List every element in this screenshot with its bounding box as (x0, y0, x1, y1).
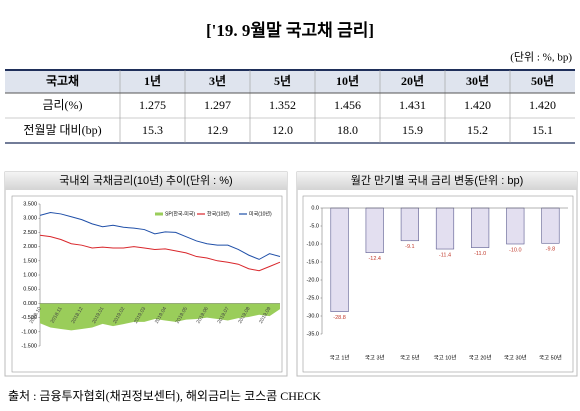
y-tick-label: -1.500 (21, 343, 37, 349)
y-tick-label: -30.0 (306, 313, 319, 319)
x-tick-label: 국고 10년 (434, 353, 457, 361)
x-tick-label: 국고 50년 (539, 353, 562, 361)
value-label: -11.4 (439, 252, 451, 258)
y-tick-label: 0.0 (311, 205, 319, 211)
y-tick-label: 3.000 (23, 216, 37, 222)
table-cell: 금리(%) (42, 98, 82, 112)
series-line (39, 234, 281, 272)
left-chart-title: 국내외 국채금리(10년) 추이(단위 : %) (59, 174, 232, 187)
value-label: -11.0 (474, 251, 486, 257)
left-panel-header (5, 172, 287, 190)
y-tick-label: -25.0 (306, 295, 319, 301)
table-cell: 1.420 (464, 98, 491, 112)
y-tick-label: 0.000 (23, 301, 37, 307)
spread-area (40, 303, 280, 331)
y-tick-label: -10.0 (306, 241, 319, 247)
y-tick-label: 1.000 (23, 272, 37, 278)
table-cell: 전월말 대비(bp) (23, 123, 101, 137)
source: 출처 : 금융투자협회(채권정보센터), 해외금리는 코스콤 CHECK (8, 389, 321, 403)
x-tick-label: 국고 30년 (504, 353, 527, 361)
right-panel-header (297, 172, 577, 190)
table-cell: 15.1 (532, 123, 553, 137)
bar (435, 207, 455, 250)
table-cell: 15.3 (142, 123, 163, 137)
bar (506, 207, 525, 245)
bar (330, 207, 349, 312)
legend-label: 한국(10년) (207, 210, 230, 217)
bar (471, 207, 490, 248)
y-tick-label: -20.0 (306, 277, 319, 283)
x-tick-label: 국고 20년 (469, 353, 492, 361)
right-chart-title: 월간 만기별 국내 금리 변동(단위 : bp) (351, 174, 524, 187)
value-label: -10.0 (509, 247, 522, 253)
table-cell: 1.352 (269, 98, 296, 112)
table-cell: 15.9 (402, 123, 423, 137)
x-tick-label: 국고 3년 (365, 353, 385, 361)
table-header-bg (5, 70, 575, 93)
table-cell: 15.2 (467, 123, 488, 137)
value-label: -9.8 (546, 247, 555, 253)
x-tick-label: 국고 1년 (330, 353, 350, 361)
value-label: -12.4 (368, 256, 381, 262)
table-header-cell: 30년 (466, 74, 489, 88)
y-tick-label: 0.500 (23, 287, 37, 293)
y-tick-label: -35.0 (306, 331, 319, 337)
y-tick-label: -1.000 (21, 329, 37, 335)
table-cell: 12.9 (207, 123, 228, 137)
y-tick-label: 2.000 (23, 244, 37, 250)
table-cell: 1.431 (399, 98, 426, 112)
table-header-cell: 국고채 (46, 73, 79, 88)
series-line (39, 212, 281, 260)
value-label: -28.8 (333, 315, 346, 321)
table-cell: 1.275 (139, 98, 166, 112)
table-cell: 1.297 (204, 98, 231, 112)
table-header-cell: 1년 (144, 74, 161, 88)
value-label: -9.1 (405, 244, 414, 250)
table-header-cell: 5년 (274, 74, 291, 88)
legend-label: SP(한국-미국) (165, 210, 195, 217)
table-header-cell: 20년 (401, 74, 424, 88)
table-cell: 12.0 (272, 123, 293, 137)
bar (400, 207, 419, 242)
bar (541, 207, 560, 244)
unit-note: (단위 : %, bp) (510, 51, 572, 64)
bar (365, 207, 384, 253)
y-tick-label: -15.0 (306, 259, 319, 265)
table-cell: 18.0 (337, 123, 358, 137)
table-cell: 1.456 (334, 98, 361, 112)
table-header-cell: 3년 (209, 74, 226, 88)
x-tick-label: 국고 5년 (400, 353, 420, 361)
y-tick-label: -0.500 (21, 315, 37, 321)
table-header-cell: 50년 (531, 74, 554, 88)
table-header-cell: 10년 (336, 74, 359, 88)
left-plot-frame (11, 195, 283, 373)
y-tick-label: 3.500 (23, 201, 37, 207)
legend-label: 미국(10년) (249, 210, 272, 217)
y-tick-label: 1.500 (23, 258, 37, 264)
table-cell: 1.420 (529, 98, 556, 112)
y-tick-label: 2.500 (23, 230, 37, 236)
y-tick-label: -5.0 (310, 223, 319, 229)
title: ['19. 9월말 국고채 금리] (206, 20, 374, 40)
